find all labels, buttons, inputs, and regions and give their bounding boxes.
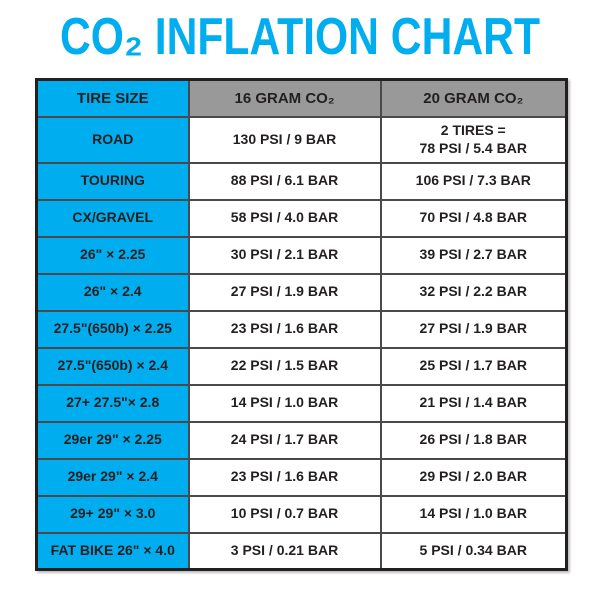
table-row: 29+ 29" × 3.0 10 PSI / 0.7 BAR 14 PSI / … xyxy=(35,494,568,534)
psi-16g-cell: 23 PSI / 1.6 BAR xyxy=(187,457,382,497)
psi-20g-cell: 2 TIRES = 78 PSI / 5.4 BAR xyxy=(379,115,568,164)
tire-size-cell: 27+ 27.5"× 2.8 xyxy=(35,383,190,423)
psi-20g-cell: 14 PSI / 1.0 BAR xyxy=(379,494,568,534)
psi-16g-cell: 3 PSI / 0.21 BAR xyxy=(187,531,382,571)
tire-size-cell: 29er 29" × 2.4 xyxy=(35,457,190,497)
psi-16g-cell: 24 PSI / 1.7 BAR xyxy=(187,420,382,460)
psi-16g-cell: 23 PSI / 1.6 BAR xyxy=(187,309,382,349)
psi-16g-cell: 27 PSI / 1.9 BAR xyxy=(187,272,382,312)
table-row: 27+ 27.5"× 2.8 14 PSI / 1.0 BAR 21 PSI /… xyxy=(35,383,568,423)
header-16-gram-co2: 16 GRAM CO₂ xyxy=(187,78,382,118)
psi-20g-cell: 25 PSI / 1.7 BAR xyxy=(379,346,568,386)
table-row: 29er 29" × 2.25 24 PSI / 1.7 BAR 26 PSI … xyxy=(35,420,568,460)
psi-20g-cell: 32 PSI / 2.2 BAR xyxy=(379,272,568,312)
tire-size-cell: 26" × 2.4 xyxy=(35,272,190,312)
tire-size-cell: FAT BIKE 26" × 4.0 xyxy=(35,531,190,571)
table-row: CX/GRAVEL 58 PSI / 4.0 BAR 70 PSI / 4.8 … xyxy=(35,198,568,238)
table-row: ROAD 130 PSI / 9 BAR 2 TIRES = 78 PSI / … xyxy=(35,115,568,164)
psi-20g-cell: 29 PSI / 2.0 BAR xyxy=(379,457,568,497)
table-row: 29er 29" × 2.4 23 PSI / 1.6 BAR 29 PSI /… xyxy=(35,457,568,497)
table-row: FAT BIKE 26" × 4.0 3 PSI / 0.21 BAR 5 PS… xyxy=(35,531,568,571)
tire-size-cell: 27.5"(650b) × 2.4 xyxy=(35,346,190,386)
header-tire-size: TIRE SIZE xyxy=(35,78,190,118)
header-20-gram-co2: 20 GRAM CO₂ xyxy=(379,78,568,118)
table-row: 26" × 2.4 27 PSI / 1.9 BAR 32 PSI / 2.2 … xyxy=(35,272,568,312)
tire-size-cell: 26" × 2.25 xyxy=(35,235,190,275)
tire-size-cell: ROAD xyxy=(35,115,190,164)
psi-16g-cell: 10 PSI / 0.7 BAR xyxy=(187,494,382,534)
psi-16g-cell: 58 PSI / 4.0 BAR xyxy=(187,198,382,238)
table-row: 27.5"(650b) × 2.4 22 PSI / 1.5 BAR 25 PS… xyxy=(35,346,568,386)
page-title: CO₂ INFLATION CHART xyxy=(59,8,541,66)
psi-20g-cell: 5 PSI / 0.34 BAR xyxy=(379,531,568,571)
table-header-row: TIRE SIZE 16 GRAM CO₂ 20 GRAM CO₂ xyxy=(35,78,568,118)
tire-size-cell: 29+ 29" × 3.0 xyxy=(35,494,190,534)
tire-size-cell: 27.5"(650b) × 2.25 xyxy=(35,309,190,349)
psi-20g-cell: 26 PSI / 1.8 BAR xyxy=(379,420,568,460)
psi-20g-cell: 27 PSI / 1.9 BAR xyxy=(379,309,568,349)
psi-20g-cell: 70 PSI / 4.8 BAR xyxy=(379,198,568,238)
psi-16g-cell: 22 PSI / 1.5 BAR xyxy=(187,346,382,386)
psi-16g-cell: 14 PSI / 1.0 BAR xyxy=(187,383,382,423)
psi-16g-cell: 30 PSI / 2.1 BAR xyxy=(187,235,382,275)
psi-16g-cell: 88 PSI / 6.1 BAR xyxy=(187,161,382,201)
table-row: 27.5"(650b) × 2.25 23 PSI / 1.6 BAR 27 P… xyxy=(35,309,568,349)
table-row: 26" × 2.25 30 PSI / 2.1 BAR 39 PSI / 2.7… xyxy=(35,235,568,275)
table-row: TOURING 88 PSI / 6.1 BAR 106 PSI / 7.3 B… xyxy=(35,161,568,201)
psi-20g-cell: 39 PSI / 2.7 BAR xyxy=(379,235,568,275)
tire-size-cell: 29er 29" × 2.25 xyxy=(35,420,190,460)
psi-20g-cell: 106 PSI / 7.3 BAR xyxy=(379,161,568,201)
psi-20g-cell: 21 PSI / 1.4 BAR xyxy=(379,383,568,423)
psi-16g-cell: 130 PSI / 9 BAR xyxy=(187,115,382,164)
tire-size-cell: CX/GRAVEL xyxy=(35,198,190,238)
inflation-table: TIRE SIZE 16 GRAM CO₂ 20 GRAM CO₂ ROAD 1… xyxy=(35,78,568,571)
tire-size-cell: TOURING xyxy=(35,161,190,201)
